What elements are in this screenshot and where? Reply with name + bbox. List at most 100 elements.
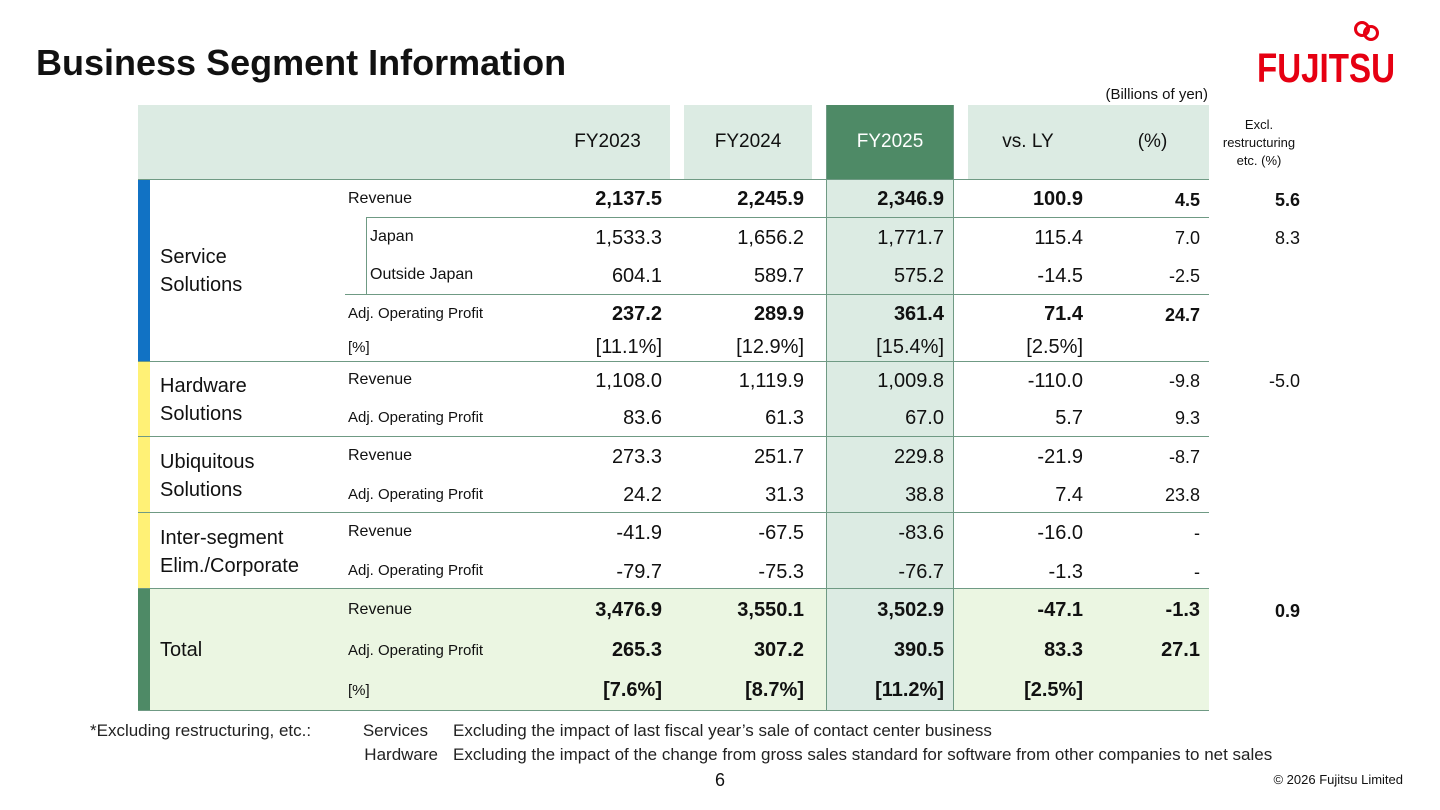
- cell-fy2023: 2,137.5: [595, 188, 662, 210]
- service-solutions-bar: [138, 179, 150, 361]
- cell-fy2024: 1,119.9: [738, 370, 804, 392]
- header-bottom-line: [138, 179, 1209, 180]
- row-label: Revenue: [348, 447, 413, 464]
- cell-vs-ly: [2.5%]: [1026, 336, 1083, 358]
- ubiquitous-solutions-bar: [138, 437, 150, 512]
- cell-pct: -8.7: [1168, 447, 1200, 467]
- cell-fy2025: 575.2: [893, 265, 944, 287]
- row-label: Japan: [370, 228, 414, 245]
- cell-fy2023: 1,533.3: [595, 227, 662, 249]
- segment-inter-segment: Inter-segment Elim./Corporate: [160, 527, 299, 577]
- cell-fy2024: [8.7%]: [745, 679, 804, 701]
- cell-pct: -: [1194, 523, 1200, 543]
- cell-excl: -5.0: [1268, 371, 1300, 391]
- cell-fy2025: 1,009.8: [877, 370, 944, 392]
- fy2025-column: [826, 179, 954, 710]
- cell-fy2025: 38.8: [905, 484, 944, 506]
- cell-fy2025: [11.2%]: [875, 679, 944, 701]
- cell-fy2024: 251.7: [753, 446, 804, 468]
- inter-segment-bar: [138, 513, 150, 588]
- page-number: 6: [714, 770, 725, 790]
- cell-fy2024: 61.3: [765, 407, 804, 429]
- cell-fy2023: 237.2: [611, 303, 662, 325]
- cell-fy2025: 390.5: [893, 639, 944, 661]
- unit-note: (Billions of yen): [1105, 86, 1208, 103]
- cell-fy2024: 1,656.2: [737, 227, 804, 249]
- cell-fy2023: -41.9: [616, 522, 662, 544]
- hardware-solutions-bar: [138, 362, 150, 436]
- cell-vs-ly: -14.5: [1037, 265, 1083, 287]
- cell-fy2023: 604.1: [611, 265, 662, 287]
- fy2025-right-border: [953, 105, 954, 710]
- cell-fy2024: -75.3: [758, 561, 804, 583]
- cell-fy2025: 3,502.9: [877, 599, 944, 621]
- cell-vs-ly: 7.4: [1055, 484, 1083, 506]
- row-label: Adj. Operating Profit: [348, 305, 484, 322]
- header-fy2025: FY2025: [856, 131, 924, 152]
- cell-fy2025: 2,346.9: [877, 188, 944, 210]
- cell-fy2023: [7.6%]: [603, 679, 662, 701]
- cell-vs-ly: 83.3: [1044, 639, 1083, 661]
- total-band: [150, 589, 826, 710]
- cell-pct: 9.3: [1174, 408, 1200, 428]
- cell-vs-ly: -47.1: [1037, 599, 1083, 621]
- row-label: Adj. Operating Profit: [348, 486, 484, 503]
- copyright: © 2026 Fujitsu Limited: [1273, 772, 1403, 787]
- cell-pct: 23.8: [1164, 485, 1200, 505]
- cell-vs-ly: -110.0: [1027, 370, 1083, 392]
- cell-excl: 8.3: [1274, 228, 1300, 248]
- cell-vs-ly: -21.9: [1037, 446, 1083, 468]
- cell-fy2025: 229.8: [893, 446, 944, 468]
- row-label: [%]: [348, 682, 370, 699]
- header-fy2024: FY2024: [714, 131, 782, 152]
- cell-fy2025: -76.7: [898, 561, 944, 583]
- cell-fy2024: 589.7: [753, 265, 804, 287]
- row-label: Adj. Operating Profit: [348, 562, 484, 579]
- cell-vs-ly: [2.5%]: [1024, 679, 1083, 701]
- footnote-services-text: Excluding the impact of last fiscal year…: [453, 721, 992, 740]
- row-label: Outside Japan: [370, 266, 474, 283]
- page-title: Business Segment Information: [36, 42, 567, 83]
- cell-fy2023: -79.7: [616, 561, 662, 583]
- cell-vs-ly: -1.3: [1048, 561, 1083, 583]
- cell-fy2023: 24.2: [623, 484, 662, 506]
- cell-fy2024: 2,245.9: [737, 188, 804, 210]
- cell-fy2025: 67.0: [905, 407, 944, 429]
- cell-fy2025: 361.4: [893, 303, 944, 325]
- logo-text: FUJITSU: [1257, 45, 1395, 90]
- cell-fy2024: -67.5: [758, 522, 804, 544]
- cell-fy2023: 3,476.9: [595, 599, 662, 621]
- cell-fy2023: 265.3: [611, 639, 662, 661]
- cell-fy2025: -83.6: [898, 522, 944, 544]
- cell-pct: -2.5: [1168, 266, 1200, 286]
- total-bar: [138, 589, 150, 710]
- header-excl-restructuring: Excl. restructuring etc. (%): [1222, 117, 1296, 168]
- header-fy2023: FY2023: [574, 131, 641, 152]
- row-label: Adj. Operating Profit: [348, 409, 484, 426]
- cell-pct: 24.7: [1164, 305, 1200, 325]
- row-label: Adj. Operating Profit: [348, 642, 484, 659]
- cell-fy2024: 289.9: [753, 303, 804, 325]
- footnote-hardware-text: Excluding the impact of the change from …: [453, 745, 1273, 764]
- footnote-intro: *Excluding restructuring, etc.:: [90, 721, 312, 740]
- total-band-right: [954, 589, 1209, 710]
- cell-fy2024: [12.9%]: [736, 336, 804, 358]
- cell-vs-ly: -16.0: [1037, 522, 1083, 544]
- row-label: Revenue: [348, 371, 413, 388]
- header-vs-ly: vs. LY: [1002, 131, 1054, 152]
- cell-pct: 7.0: [1174, 228, 1200, 248]
- segment-ubiquitous-solutions: Ubiquitous Solutions: [160, 451, 255, 501]
- cell-vs-ly: 5.7: [1055, 407, 1083, 429]
- cell-vs-ly: 71.4: [1044, 303, 1083, 325]
- cell-pct: -1.3: [1165, 599, 1200, 621]
- segment-total: Total: [160, 639, 203, 661]
- fy2025-header-cell: [826, 105, 954, 179]
- cell-fy2024: 3,550.1: [737, 599, 804, 621]
- cell-fy2023: 1,108.0: [595, 370, 662, 392]
- row-label: [%]: [348, 339, 370, 356]
- segment-service-solutions: Service Solutions: [160, 246, 243, 296]
- cell-fy2025: [15.4%]: [876, 336, 944, 358]
- cell-excl: 5.6: [1274, 190, 1300, 210]
- cell-vs-ly: 115.4: [1034, 227, 1083, 249]
- cell-vs-ly: 100.9: [1032, 188, 1083, 210]
